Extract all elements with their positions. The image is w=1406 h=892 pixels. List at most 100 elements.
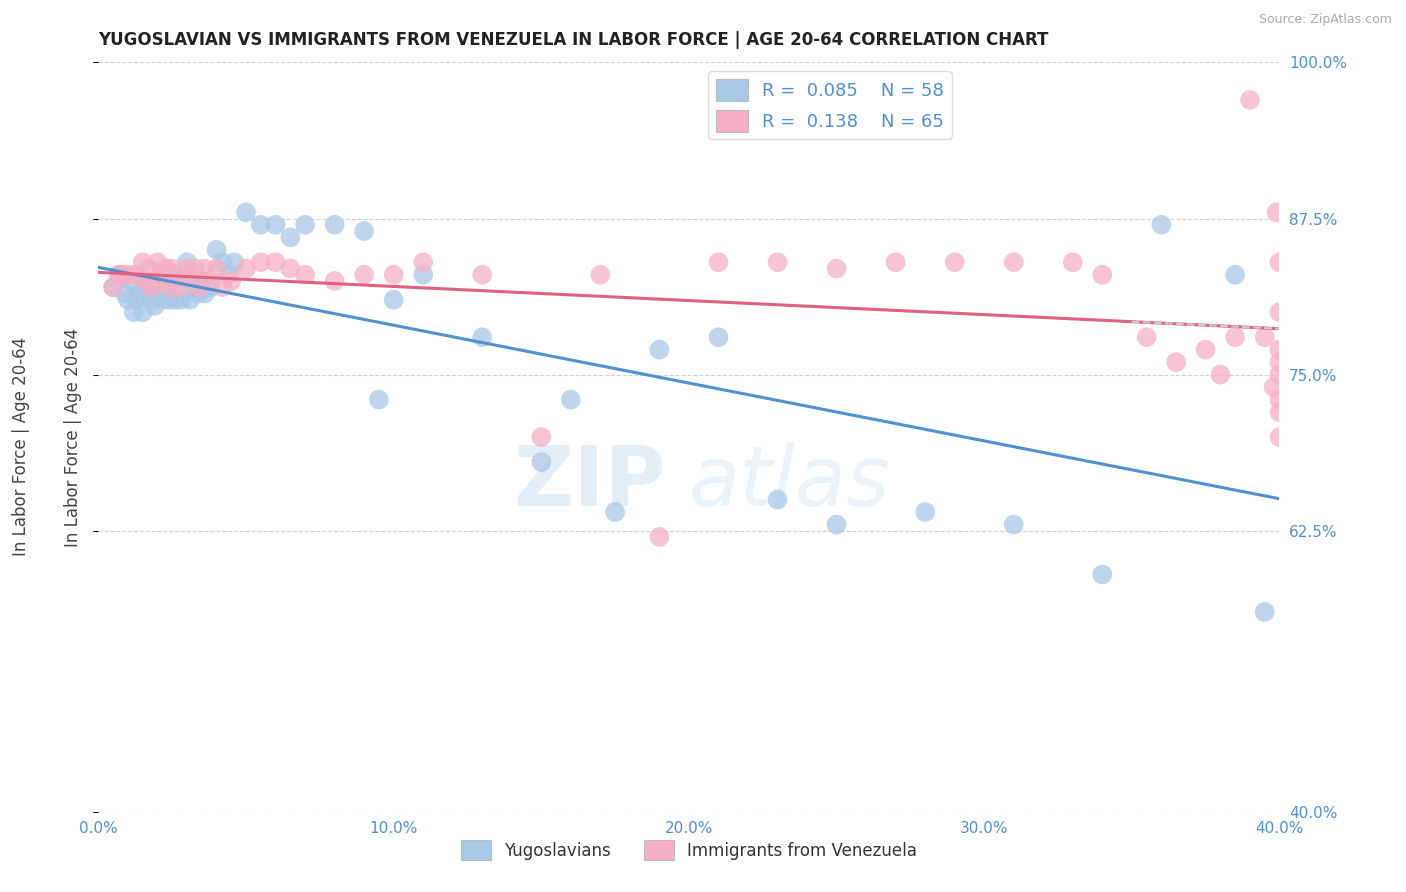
Point — [176, 255, 198, 269]
Text: atlas: atlas — [689, 442, 890, 523]
Point — [707, 330, 730, 344]
Point — [224, 255, 246, 269]
Point — [1195, 343, 1218, 357]
Point — [187, 280, 209, 294]
Point — [211, 280, 233, 294]
Point — [1268, 405, 1291, 419]
Point — [707, 255, 730, 269]
Point — [648, 530, 671, 544]
Point — [108, 268, 131, 282]
Point — [471, 268, 494, 282]
Point — [179, 268, 201, 282]
Point — [250, 255, 273, 269]
Point — [1135, 330, 1157, 344]
Point — [167, 280, 190, 294]
Point — [1223, 268, 1246, 282]
Point — [200, 274, 222, 288]
Point — [122, 305, 145, 319]
Point — [135, 274, 157, 288]
Point — [108, 268, 131, 282]
Point — [143, 274, 166, 288]
Point — [205, 243, 228, 257]
Point — [143, 299, 166, 313]
Point — [170, 293, 193, 307]
Point — [530, 455, 553, 469]
Legend: Yugoslavians, Immigrants from Venezuela: Yugoslavians, Immigrants from Venezuela — [454, 833, 924, 867]
Point — [165, 293, 187, 307]
Point — [114, 268, 136, 282]
Point — [1062, 255, 1084, 269]
Point — [884, 255, 907, 269]
Point — [382, 268, 405, 282]
Point — [294, 268, 316, 282]
Point — [152, 274, 174, 288]
Point — [235, 261, 257, 276]
Point — [1091, 268, 1114, 282]
Point — [165, 268, 187, 282]
Point — [135, 280, 157, 294]
Point — [138, 286, 160, 301]
Point — [278, 261, 302, 276]
Point — [1150, 218, 1173, 232]
Point — [157, 293, 180, 307]
Text: YUGOSLAVIAN VS IMMIGRANTS FROM VENEZUELA IN LABOR FORCE | AGE 20-64 CORRELATION : YUGOSLAVIAN VS IMMIGRANTS FROM VENEZUELA… — [98, 31, 1049, 49]
Point — [149, 268, 172, 282]
Point — [278, 230, 302, 244]
Point — [1002, 517, 1025, 532]
Point — [368, 392, 391, 407]
Point — [179, 293, 201, 307]
Point — [200, 280, 222, 294]
Point — [128, 286, 150, 301]
Point — [184, 261, 207, 276]
Point — [114, 286, 136, 301]
Point — [250, 218, 273, 232]
Point — [323, 218, 346, 232]
Point — [170, 280, 193, 294]
Point — [132, 305, 155, 319]
Point — [149, 274, 172, 288]
Point — [530, 430, 553, 444]
Point — [589, 268, 612, 282]
Point — [323, 274, 346, 288]
Point — [235, 205, 257, 219]
Point — [1239, 93, 1261, 107]
Point — [146, 280, 169, 294]
Point — [125, 268, 148, 282]
Point — [219, 274, 242, 288]
Point — [1223, 330, 1246, 344]
Point — [191, 274, 214, 288]
Point — [155, 286, 177, 301]
Point — [162, 268, 183, 282]
Point — [155, 261, 177, 276]
Point — [1209, 368, 1232, 382]
Point — [120, 274, 142, 288]
Point — [943, 255, 966, 269]
Point — [184, 280, 207, 294]
Point — [1002, 255, 1025, 269]
Point — [194, 286, 217, 301]
Point — [825, 261, 848, 276]
Point — [162, 261, 183, 276]
Point — [120, 268, 142, 282]
Point — [194, 261, 217, 276]
Point — [103, 280, 125, 294]
Text: ZIP: ZIP — [513, 442, 665, 523]
Text: Source: ZipAtlas.com: Source: ZipAtlas.com — [1258, 13, 1392, 27]
Point — [217, 268, 239, 282]
Point — [1091, 567, 1114, 582]
Point — [648, 343, 671, 357]
Point — [1268, 255, 1291, 269]
Point — [125, 293, 148, 307]
Point — [1268, 392, 1291, 407]
Point — [187, 286, 209, 301]
Point — [766, 255, 789, 269]
Point — [825, 517, 848, 532]
Point — [152, 293, 174, 307]
Point — [132, 255, 155, 269]
Point — [766, 492, 789, 507]
Point — [117, 293, 139, 307]
Point — [181, 274, 204, 288]
Point — [1268, 368, 1291, 382]
Point — [264, 255, 287, 269]
Point — [1164, 355, 1187, 369]
